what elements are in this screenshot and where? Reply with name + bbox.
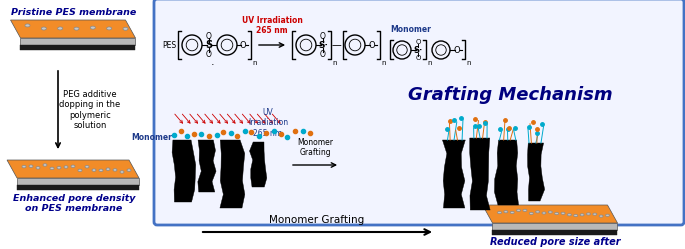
Text: O: O	[206, 50, 212, 59]
Text: n: n	[332, 60, 336, 66]
Ellipse shape	[516, 209, 521, 211]
Ellipse shape	[127, 169, 131, 171]
Ellipse shape	[64, 166, 68, 168]
Ellipse shape	[22, 165, 26, 168]
Ellipse shape	[50, 167, 54, 170]
Ellipse shape	[90, 26, 95, 29]
Ellipse shape	[606, 214, 610, 216]
Polygon shape	[482, 205, 617, 223]
Ellipse shape	[504, 211, 508, 213]
Ellipse shape	[25, 24, 30, 27]
Text: O: O	[206, 32, 212, 41]
Ellipse shape	[85, 166, 89, 168]
Ellipse shape	[580, 214, 584, 216]
Ellipse shape	[99, 169, 103, 172]
Ellipse shape	[536, 211, 540, 213]
FancyBboxPatch shape	[154, 0, 684, 225]
Ellipse shape	[555, 212, 559, 215]
Ellipse shape	[574, 214, 577, 217]
Polygon shape	[493, 230, 617, 235]
Ellipse shape	[74, 27, 79, 30]
Text: S·: S·	[318, 41, 328, 50]
Ellipse shape	[113, 169, 117, 171]
Text: Monomer
Grafting: Monomer Grafting	[297, 138, 333, 157]
Text: Monomer: Monomer	[390, 24, 431, 34]
Ellipse shape	[497, 211, 501, 214]
Polygon shape	[21, 38, 136, 45]
Ellipse shape	[78, 169, 82, 172]
Polygon shape	[470, 138, 490, 210]
Text: S·: S·	[413, 46, 423, 55]
Polygon shape	[495, 140, 519, 205]
Ellipse shape	[599, 215, 603, 217]
Text: O: O	[320, 50, 326, 59]
Polygon shape	[443, 140, 465, 208]
Ellipse shape	[106, 168, 110, 170]
Text: Enhanced pore density
on PES membrane: Enhanced pore density on PES membrane	[13, 194, 135, 213]
Text: Grafting Mechanism: Grafting Mechanism	[408, 86, 612, 104]
Ellipse shape	[586, 213, 590, 215]
Ellipse shape	[593, 213, 597, 215]
Text: O: O	[369, 41, 375, 50]
Ellipse shape	[561, 212, 565, 214]
Text: ·: ·	[211, 60, 215, 70]
Text: Monomer Grafting: Monomer Grafting	[269, 215, 364, 225]
Text: —: —	[331, 40, 341, 50]
Text: n: n	[427, 60, 432, 66]
Text: PES: PES	[162, 41, 176, 50]
Ellipse shape	[530, 212, 533, 215]
Ellipse shape	[523, 209, 527, 211]
Ellipse shape	[92, 169, 96, 171]
Ellipse shape	[567, 214, 571, 216]
Text: Pristine PES membrane: Pristine PES membrane	[12, 8, 137, 17]
Text: PEG additive
dopping in the
polymeric
solution: PEG additive dopping in the polymeric so…	[60, 90, 121, 130]
Polygon shape	[7, 160, 139, 178]
Ellipse shape	[120, 171, 124, 173]
Polygon shape	[249, 142, 266, 187]
Polygon shape	[21, 45, 136, 50]
Polygon shape	[172, 140, 196, 202]
Text: O: O	[453, 46, 460, 55]
Ellipse shape	[123, 27, 128, 30]
Text: UV Irradiation
265 nm: UV Irradiation 265 nm	[242, 16, 303, 35]
Ellipse shape	[57, 167, 61, 169]
Polygon shape	[17, 185, 139, 190]
Ellipse shape	[43, 164, 47, 166]
Text: S: S	[206, 40, 212, 50]
Ellipse shape	[542, 212, 546, 214]
Polygon shape	[198, 140, 216, 192]
Text: n: n	[381, 60, 386, 66]
Ellipse shape	[36, 167, 40, 169]
Text: n: n	[466, 60, 471, 66]
Polygon shape	[10, 20, 136, 38]
Polygon shape	[17, 178, 139, 185]
Text: O: O	[415, 39, 421, 45]
Polygon shape	[220, 140, 245, 208]
Ellipse shape	[29, 165, 33, 167]
Ellipse shape	[548, 211, 552, 213]
Text: n: n	[252, 60, 256, 66]
Ellipse shape	[58, 27, 62, 30]
Ellipse shape	[107, 27, 112, 30]
Ellipse shape	[510, 211, 514, 214]
Text: UV
Irradiation
265 nm: UV Irradiation 265 nm	[248, 108, 288, 138]
Text: Monomer: Monomer	[131, 132, 172, 141]
Text: O: O	[415, 55, 421, 61]
Text: Reduced pore size after
grafting: Reduced pore size after grafting	[490, 237, 620, 249]
Text: O: O	[320, 32, 326, 41]
Ellipse shape	[71, 165, 75, 168]
Polygon shape	[527, 143, 545, 201]
Text: O: O	[240, 41, 247, 50]
Polygon shape	[493, 223, 617, 230]
Ellipse shape	[41, 27, 47, 30]
